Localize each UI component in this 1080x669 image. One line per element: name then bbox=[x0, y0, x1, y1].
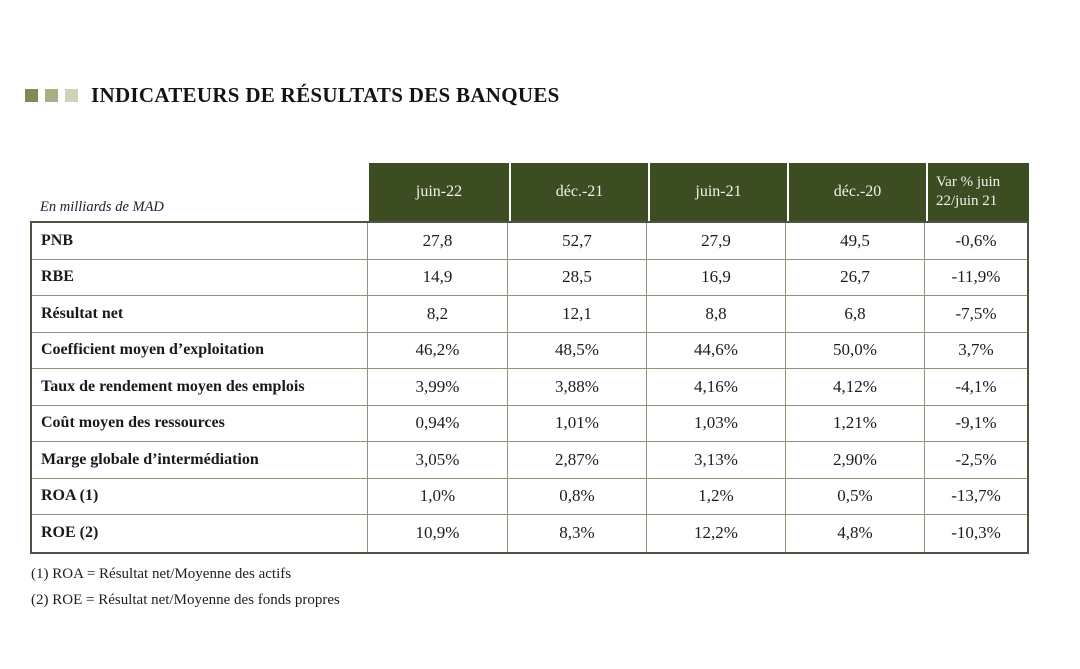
table-cell: 44,6% bbox=[647, 332, 786, 368]
table-cell: 0,94% bbox=[368, 405, 508, 441]
table-cell: 8,2 bbox=[368, 296, 508, 332]
column-header-juin-21: juin-21 bbox=[648, 163, 787, 221]
table-cell: 27,8 bbox=[368, 223, 508, 259]
table-cell: 1,03% bbox=[647, 405, 786, 441]
table-row: Coefficient moyen d’exploitation 46,2% 4… bbox=[32, 332, 1027, 369]
footnotes: (1) ROA = Résultat net/Moyenne des actif… bbox=[31, 566, 340, 618]
table-cell: 1,01% bbox=[508, 405, 647, 441]
row-label: ROE (2) bbox=[32, 515, 368, 552]
title-bullet-icons bbox=[25, 89, 78, 102]
row-label: Coût moyen des ressources bbox=[32, 405, 368, 441]
table-cell: 1,0% bbox=[368, 478, 508, 514]
table-cell: 28,5 bbox=[508, 259, 647, 295]
table-cell: 27,9 bbox=[647, 223, 786, 259]
column-header-dec-21: déc.-21 bbox=[509, 163, 648, 221]
table-cell: 14,9 bbox=[368, 259, 508, 295]
row-label: PNB bbox=[32, 223, 368, 259]
table-cell: 0,8% bbox=[508, 478, 647, 514]
table-cell: -9,1% bbox=[955, 413, 997, 433]
table-row: RBE 14,9 28,5 16,9 26,7 -11,9% bbox=[32, 259, 1027, 296]
unit-label: En milliards de MAD bbox=[40, 199, 164, 215]
column-header-var: Var % juin 22/juin 21 bbox=[926, 163, 1029, 221]
table-cell: 26,7 bbox=[786, 259, 925, 295]
table-cell: 3,05% bbox=[368, 442, 508, 478]
column-header-juin-22: juin-22 bbox=[369, 163, 509, 221]
table-cell: 4,8% bbox=[786, 515, 925, 552]
table-row: Taux de rendement moyen des emplois 3,99… bbox=[32, 369, 1027, 406]
table-body: PNB 27,8 52,7 27,9 49,5 -0,6% RBE 14,9 2… bbox=[30, 221, 1029, 554]
table-cell: 16,9 bbox=[647, 259, 786, 295]
table-header-row: En milliards de MAD juin-22 déc.-21 juin… bbox=[30, 163, 1029, 221]
table-cell: 3,7% bbox=[958, 340, 994, 360]
table-cell: 2,87% bbox=[508, 442, 647, 478]
footnote-roe: (2) ROE = Résultat net/Moyenne des fonds… bbox=[31, 592, 340, 608]
table-row: ROE (2) 10,9% 8,3% 12,2% 4,8% -10,3% bbox=[32, 515, 1027, 552]
table-row: ROA (1) 1,0% 0,8% 1,2% 0,5% -13,7% bbox=[32, 478, 1027, 515]
bullet-square-dark-icon bbox=[25, 89, 38, 102]
table-cell: 12,1 bbox=[508, 296, 647, 332]
row-label: RBE bbox=[32, 259, 368, 295]
table-row: PNB 27,8 52,7 27,9 49,5 -0,6% bbox=[32, 223, 1027, 260]
table-cell: 8,8 bbox=[647, 296, 786, 332]
table-cell: -13,7% bbox=[951, 486, 1001, 506]
row-label: Résultat net bbox=[32, 296, 368, 332]
table-cell: -7,5% bbox=[955, 303, 997, 323]
table-row: Marge globale d’intermédiation 3,05% 2,8… bbox=[32, 442, 1027, 479]
table-cell: 52,7 bbox=[508, 223, 647, 259]
table-cell: 1,21% bbox=[786, 405, 925, 441]
table-cell: 3,99% bbox=[368, 369, 508, 405]
table-cell: 6,8 bbox=[786, 296, 925, 332]
indicators-table: En milliards de MAD juin-22 déc.-21 juin… bbox=[30, 163, 1029, 554]
table-cell: -0,6% bbox=[955, 230, 997, 250]
bullet-square-light-icon bbox=[65, 89, 78, 102]
table-cell: 4,12% bbox=[786, 369, 925, 405]
table-cell: -10,3% bbox=[951, 523, 1001, 543]
row-label: Coefficient moyen d’exploitation bbox=[32, 332, 368, 368]
table-cell: 0,5% bbox=[786, 478, 925, 514]
table-cell: 10,9% bbox=[368, 515, 508, 552]
table-cell: -4,1% bbox=[955, 376, 997, 396]
table-cell: 12,2% bbox=[647, 515, 786, 552]
section-title-row: INDICATEURS DE RÉSULTATS DES BANQUES bbox=[25, 83, 560, 108]
row-label: Marge globale d’intermédiation bbox=[32, 442, 368, 478]
footnote-roa: (1) ROA = Résultat net/Moyenne des actif… bbox=[31, 566, 292, 582]
table-cell: -2,5% bbox=[955, 449, 997, 469]
table-cell: 2,90% bbox=[786, 442, 925, 478]
bullet-square-medium-icon bbox=[45, 89, 58, 102]
table-cell: 3,88% bbox=[508, 369, 647, 405]
page-title: INDICATEURS DE RÉSULTATS DES BANQUES bbox=[91, 83, 560, 107]
table-cell: 48,5% bbox=[508, 332, 647, 368]
table-cell: 50,0% bbox=[786, 332, 925, 368]
row-label: Taux de rendement moyen des emplois bbox=[32, 369, 368, 405]
table-row: Coût moyen des ressources 0,94% 1,01% 1,… bbox=[32, 405, 1027, 442]
table-cell: 3,13% bbox=[647, 442, 786, 478]
table-cell: 4,16% bbox=[647, 369, 786, 405]
table-cell: 46,2% bbox=[368, 332, 508, 368]
table-row: Résultat net 8,2 12,1 8,8 6,8 -7,5% bbox=[32, 296, 1027, 333]
column-header-dec-20: déc.-20 bbox=[787, 163, 926, 221]
table-cell: -11,9% bbox=[951, 267, 1001, 287]
table-cell: 49,5 bbox=[786, 223, 925, 259]
table-cell: 1,2% bbox=[647, 478, 786, 514]
table-cell: 8,3% bbox=[508, 515, 647, 552]
row-label: ROA (1) bbox=[32, 478, 368, 514]
